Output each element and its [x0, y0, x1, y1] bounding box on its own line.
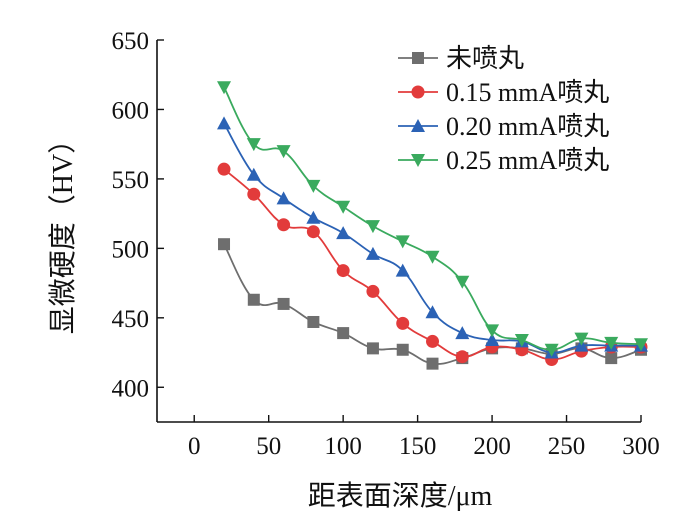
- x-tick-label: 300: [622, 433, 660, 460]
- x-tick-label: 0: [188, 433, 201, 460]
- data-point: [246, 138, 261, 152]
- legend-item: 0.20 mmA喷丸: [398, 112, 609, 141]
- data-point: [455, 326, 470, 340]
- data-point: [426, 334, 440, 348]
- data-point: [395, 263, 410, 277]
- data-point: [218, 238, 231, 251]
- legend-label: 未喷丸: [446, 44, 524, 73]
- data-point: [366, 342, 379, 355]
- data-point: [634, 338, 648, 352]
- data-point: [276, 191, 291, 205]
- data-point: [306, 210, 321, 224]
- data-point: [247, 293, 260, 306]
- x-axis-title: 距表面深度/μm: [308, 480, 493, 512]
- data-point: [574, 332, 589, 346]
- data-point: [306, 225, 320, 239]
- legend-item: 0.25 mmA喷丸: [398, 146, 609, 175]
- legend-marker: [411, 154, 425, 167]
- data-point: [337, 327, 350, 340]
- legend-marker: [412, 52, 424, 64]
- data-point: [544, 343, 559, 357]
- x-tick-label: 100: [324, 433, 362, 460]
- data-point: [395, 235, 410, 249]
- data-point: [276, 145, 291, 159]
- data-point: [365, 220, 380, 234]
- data-point: [217, 116, 232, 130]
- data-point: [514, 334, 529, 348]
- series-layer: [217, 81, 648, 370]
- y-tick-label: 400: [112, 375, 150, 402]
- data-point: [217, 81, 232, 95]
- data-point: [605, 352, 618, 365]
- y-axis-title: 显微硬度（HV）: [47, 126, 79, 334]
- data-point: [247, 187, 261, 201]
- legend: 未喷丸 0.15 mmA喷丸 0.20 mmA喷丸 0.25 mmA喷丸: [398, 44, 609, 175]
- legend-marker: [411, 119, 425, 132]
- data-point: [455, 350, 469, 364]
- legend-label: 0.25 mmA喷丸: [446, 146, 609, 175]
- data-point: [455, 275, 470, 289]
- data-point: [336, 226, 351, 240]
- series-3: [217, 116, 648, 359]
- legend-marker: [411, 85, 425, 99]
- legend-item: 未喷丸: [398, 44, 524, 73]
- y-tick-label: 450: [112, 306, 150, 333]
- legend-label: 0.15 mmA喷丸: [446, 78, 609, 107]
- data-point: [246, 167, 261, 181]
- x-tick-label: 200: [473, 433, 511, 460]
- x-tick-label: 150: [399, 433, 437, 460]
- legend-item: 0.15 mmA喷丸: [398, 78, 609, 107]
- data-point: [396, 343, 409, 356]
- data-point: [426, 357, 439, 370]
- y-tick-label: 550: [112, 167, 150, 194]
- x-tick-label: 250: [548, 433, 586, 460]
- data-point: [217, 162, 231, 176]
- data-point: [396, 316, 410, 330]
- data-point: [366, 284, 380, 298]
- data-point: [425, 250, 440, 264]
- data-point: [277, 218, 291, 232]
- data-point: [336, 200, 351, 214]
- data-point: [307, 315, 320, 328]
- data-point: [365, 246, 380, 260]
- data-point: [604, 336, 619, 350]
- data-point: [425, 305, 440, 319]
- data-point: [336, 264, 350, 278]
- series-4: [217, 81, 648, 357]
- axes: 0 50 100 150 200 250 300 400 450 500 550 600 650: [112, 28, 660, 460]
- x-tick-label: 50: [256, 433, 281, 460]
- data-point: [277, 297, 290, 310]
- y-tick-label: 600: [112, 97, 150, 124]
- data-point: [485, 324, 500, 338]
- legend-label: 0.20 mmA喷丸: [446, 112, 609, 141]
- data-point: [485, 333, 500, 347]
- data-point: [306, 179, 321, 193]
- y-tick-label: 500: [112, 236, 150, 263]
- y-tick-label: 650: [112, 28, 150, 55]
